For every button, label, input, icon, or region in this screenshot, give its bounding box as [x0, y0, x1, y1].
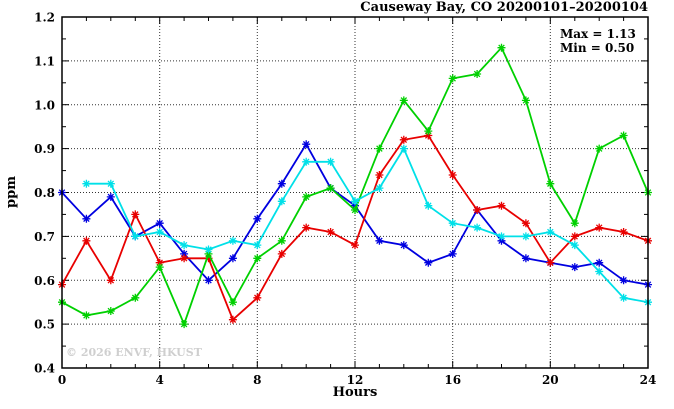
x-tick-label: 12	[347, 373, 364, 387]
x-tick-label: 24	[640, 373, 657, 387]
y-tick-label: 0.7	[34, 230, 55, 244]
y-tick-label: 0.4	[34, 362, 55, 376]
x-tick-label: 0	[58, 373, 66, 387]
y-axis-label: ppm	[4, 176, 19, 208]
generated-chart-layers: 0 4 8 12 16 20 24 0.4 0.5 0.6 0.7 0.8 0.9 1.0 1.1 1.2	[34, 11, 656, 388]
x-tick-label: 8	[253, 373, 261, 387]
x-tick-label: 16	[444, 373, 461, 387]
series-cyan	[82, 144, 652, 307]
min-annotation: Min = 0.50	[560, 41, 634, 55]
chart-title: Causeway Bay, CO 20200101–20200104	[360, 0, 648, 15]
x-tick-label: 4	[156, 373, 164, 387]
y-tick-label: 1.1	[34, 54, 55, 68]
y-tick-label: 1.2	[34, 11, 55, 25]
x-tick-label: 20	[542, 373, 559, 387]
y-tick-label: 0.8	[34, 186, 55, 200]
plot-border	[61, 16, 649, 369]
y-tick-label: 0.6	[34, 274, 55, 288]
series-cyan-markers	[82, 144, 652, 307]
series-cyan-line	[86, 146, 649, 304]
y-tick-label: 1.0	[34, 98, 55, 112]
watermark: © 2026 ENVF, HKUST	[66, 346, 203, 359]
max-annotation: Max = 1.13	[560, 27, 636, 41]
x-axis-label: Hours	[333, 385, 378, 400]
y-tick-label: 0.9	[34, 142, 55, 156]
y-tick-label: 0.5	[34, 318, 55, 332]
